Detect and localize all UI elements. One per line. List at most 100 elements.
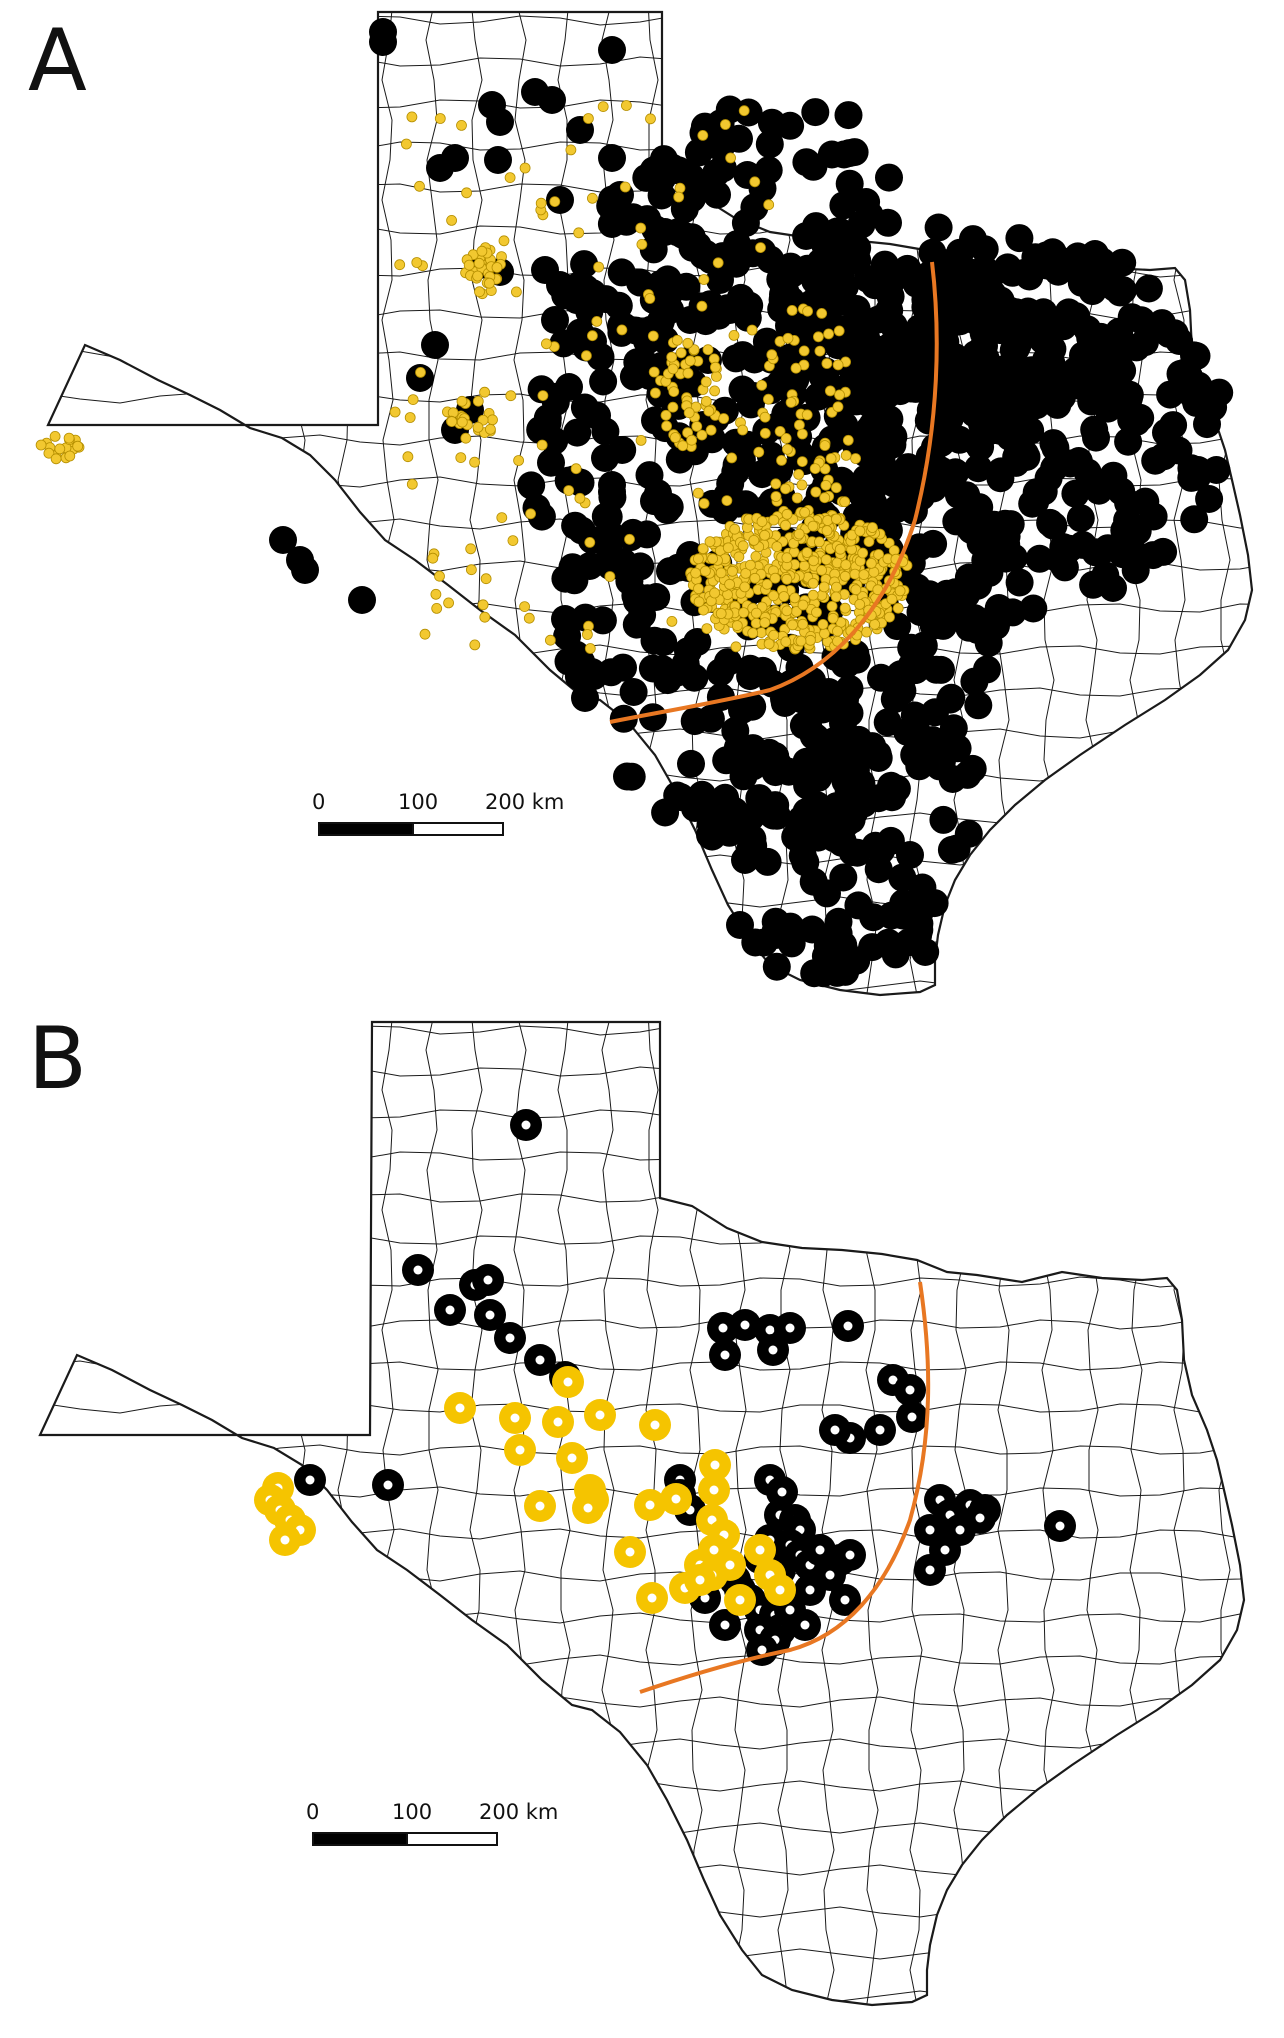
yellow-occurrence-marker <box>519 601 530 612</box>
yellow-occurrence-marker <box>674 182 686 194</box>
black-occurrence-marker <box>921 698 949 727</box>
black-occurrence-marker <box>1012 443 1041 471</box>
yellow-occurrence-marker <box>683 407 695 419</box>
black-occurrence-marker <box>905 533 934 562</box>
black-occurrence-marker <box>1114 427 1143 456</box>
yellow-occurrence-marker <box>702 344 714 356</box>
yellow-occurrence-marker <box>738 105 750 117</box>
black-occurrence-marker <box>867 376 896 405</box>
black-occurrence-marker <box>762 952 791 981</box>
ring-center <box>625 1547 635 1557</box>
yellow-occurrence-marker <box>43 447 55 459</box>
yellow-occurrence-marker <box>798 560 810 572</box>
yellow-occurrence-marker <box>715 567 727 579</box>
yellow-occurrence-marker <box>411 257 423 268</box>
yellow-occurrence-marker <box>834 543 846 555</box>
ring-center <box>940 1545 950 1555</box>
black-occurrence-marker <box>555 373 583 401</box>
yellow-occurrence-marker <box>814 345 826 357</box>
yellow-occurrence-marker <box>809 463 821 475</box>
black-occurrence-marker <box>1199 393 1228 422</box>
yellow-occurrence-marker <box>621 100 632 111</box>
black-occurrence-marker <box>1070 268 1099 297</box>
yellow-occurrence-marker <box>593 261 604 273</box>
ring-center <box>905 1385 915 1395</box>
yellow-occurrence-marker <box>827 612 839 624</box>
yellow-occurrence-marker <box>768 590 779 602</box>
yellow-occurrence-marker <box>840 449 852 461</box>
black-occurrence-marker <box>696 821 724 849</box>
black-occurrence-marker <box>765 456 794 485</box>
yellow-occurrence-marker <box>406 111 418 123</box>
black-occurrence-marker <box>546 186 574 214</box>
yellow-occurrence-marker <box>726 452 738 464</box>
yellow-occurrence-marker <box>725 152 736 164</box>
black-occurrence-marker <box>976 371 1005 400</box>
yellow-occurrence-marker <box>446 416 458 428</box>
yellow-occurrence-marker <box>446 214 458 226</box>
yellow-occurrence-marker <box>759 529 771 541</box>
scale-bar: 0 100 200 km <box>306 1800 558 1860</box>
yellow-occurrence-marker <box>755 242 766 254</box>
yellow-occurrence-marker <box>858 569 870 580</box>
yellow-occurrence-marker <box>584 537 596 548</box>
black-occurrence-marker <box>726 911 754 939</box>
black-occurrence-marker <box>970 235 999 264</box>
yellow-occurrence-marker <box>820 554 832 565</box>
ring-center <box>695 1575 705 1585</box>
yellow-occurrence-marker <box>771 541 783 552</box>
yellow-occurrence-marker <box>761 578 773 590</box>
yellow-occurrence-marker <box>648 366 660 378</box>
yellow-occurrence-marker <box>730 641 742 653</box>
yellow-occurrence-marker <box>587 330 598 342</box>
yellow-occurrence-marker <box>839 496 851 508</box>
black-occurrence-marker <box>703 180 731 209</box>
black-occurrence-marker <box>762 921 790 949</box>
yellow-occurrence-marker <box>830 591 842 603</box>
yellow-occurrence-marker <box>750 551 762 562</box>
yellow-occurrence-marker <box>718 413 730 424</box>
black-occurrence-marker <box>824 907 853 936</box>
ring-center <box>775 1585 785 1595</box>
ring-center <box>709 1545 719 1555</box>
yellow-occurrence-marker <box>434 113 446 124</box>
yellow-occurrence-marker <box>707 553 718 565</box>
yellow-occurrence-marker <box>801 409 813 421</box>
black-occurrence-marker <box>964 691 993 720</box>
yellow-occurrence-marker <box>465 564 477 576</box>
ring-center <box>445 1305 455 1315</box>
yellow-occurrence-marker <box>686 434 697 446</box>
ring-center <box>720 1620 730 1630</box>
black-occurrence-marker <box>804 260 833 289</box>
black-occurrence-marker <box>609 653 637 682</box>
yellow-occurrence-marker <box>469 456 481 468</box>
black-occurrence-marker <box>578 658 606 686</box>
black-occurrence-marker <box>835 169 864 198</box>
yellow-occurrence-marker <box>698 498 710 509</box>
yellow-occurrence-marker <box>793 528 805 540</box>
black-occurrence-marker <box>1080 415 1109 444</box>
yellow-occurrence-marker <box>703 405 715 417</box>
yellow-occurrence-marker <box>791 492 803 504</box>
black-occurrence-marker <box>711 783 740 812</box>
ring-center <box>567 1453 577 1463</box>
scale-segment-white <box>406 1832 498 1846</box>
ring-center <box>925 1525 935 1535</box>
black-occurrence-marker <box>942 507 971 536</box>
yellow-occurrence-marker <box>763 393 774 405</box>
yellow-occurrence-marker <box>816 307 828 319</box>
ring-center <box>583 1503 593 1513</box>
black-occurrence-marker <box>858 732 887 761</box>
yellow-occurrence-marker <box>661 420 672 432</box>
ring-center <box>785 1605 795 1615</box>
black-occurrence-marker <box>798 915 827 944</box>
yellow-occurrence-marker <box>465 543 477 555</box>
black-occurrence-marker <box>970 255 999 284</box>
yellow-occurrence-marker <box>826 600 838 612</box>
black-occurrence-marker <box>791 848 820 877</box>
black-occurrence-marker <box>721 344 750 373</box>
black-occurrence-marker <box>896 841 924 869</box>
yellow-occurrence-marker <box>591 315 603 327</box>
yellow-occurrence-marker <box>525 508 536 520</box>
black-occurrence-marker <box>1113 506 1142 535</box>
